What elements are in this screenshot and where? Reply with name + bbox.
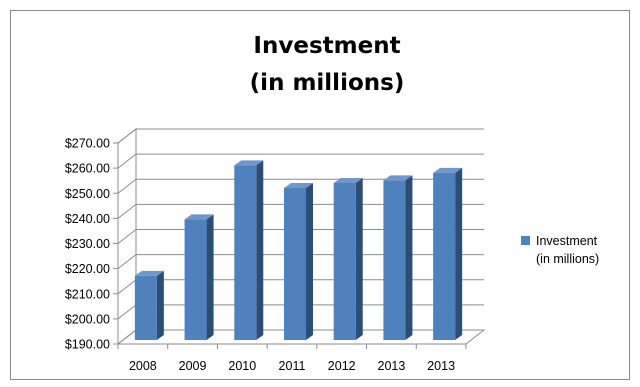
bar-side <box>455 167 463 340</box>
bar <box>433 172 456 340</box>
y-tick-label: $210.00 <box>65 287 110 301</box>
bar-top <box>383 175 413 181</box>
y-tick-label: $220.00 <box>65 262 110 276</box>
bar-side <box>206 214 214 340</box>
y-tick-label: $250.00 <box>65 187 110 201</box>
gridline <box>117 153 484 169</box>
y-tick-label: $240.00 <box>65 212 110 226</box>
y-tick-label: $190.00 <box>65 338 110 352</box>
bar <box>134 275 157 340</box>
chart-title: Investment (in millions) <box>0 28 640 102</box>
bar <box>284 187 306 340</box>
bar <box>234 165 257 340</box>
x-tick-label: 2009 <box>179 359 207 373</box>
x-tick-label: 2013 <box>427 359 455 373</box>
bar-top <box>333 177 363 183</box>
bar-top <box>284 182 313 188</box>
legend-label-line-1: Investment <box>536 234 598 248</box>
gridline <box>117 128 484 144</box>
y-tick-label: $270.00 <box>65 137 110 151</box>
y-tick-label: $260.00 <box>65 162 110 176</box>
gridline <box>117 254 484 270</box>
y-tick-label: $200.00 <box>65 312 110 326</box>
bar-side <box>405 175 413 340</box>
legend-label-line-2: (in millions) <box>536 252 600 266</box>
y-tick-label: $230.00 <box>65 237 110 251</box>
bar-top <box>134 270 164 276</box>
bar-side <box>355 177 363 340</box>
bar-top <box>184 214 214 220</box>
legend-label: Investment (in millions) <box>536 232 640 268</box>
gridline <box>117 229 484 244</box>
x-tick-label: 2008 <box>129 359 157 373</box>
chart-title-line-1: Investment <box>253 33 401 59</box>
x-tick-label: 2012 <box>328 359 356 373</box>
bar-side <box>256 160 264 340</box>
x-tick-label: 2010 <box>228 359 256 373</box>
bar-top <box>234 160 264 166</box>
bar <box>383 180 406 340</box>
x-tick-label: 2011 <box>279 359 306 373</box>
bar <box>333 182 356 340</box>
chart-area <box>10 10 630 380</box>
chart-title-line-2: (in millions) <box>249 70 405 96</box>
gridline <box>117 203 484 219</box>
gridline <box>117 178 484 194</box>
x-tick-label: 2013 <box>378 359 406 373</box>
legend-swatch <box>521 236 530 245</box>
bar-top <box>433 167 463 173</box>
bar-side <box>156 270 164 340</box>
bar-side <box>306 182 313 340</box>
bar <box>184 219 207 340</box>
